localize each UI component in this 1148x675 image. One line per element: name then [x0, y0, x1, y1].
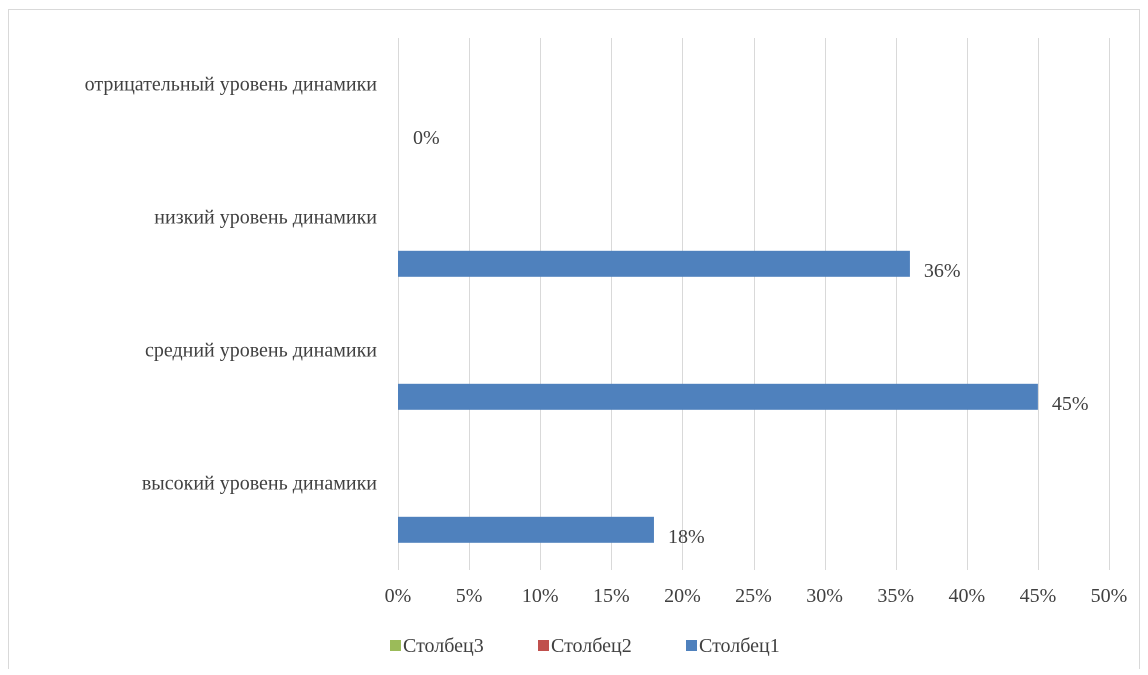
legend-label: Столбец2: [551, 635, 632, 657]
x-tick-label: 30%: [806, 585, 843, 607]
x-tick-label: 0%: [385, 585, 412, 607]
data-label: 45%: [1052, 393, 1089, 415]
bar-Столбец1: [398, 516, 654, 543]
x-tick-label: 25%: [735, 585, 772, 607]
bars: [398, 250, 1038, 543]
data-label: 18%: [668, 526, 705, 548]
category-labels: высокий уровень динамики средний уровень …: [85, 74, 378, 495]
data-labels: 18% 45% 36% 0%: [413, 127, 1089, 548]
data-label: 36%: [924, 260, 961, 282]
category-label: низкий уровень динамики: [154, 207, 377, 229]
x-tick-label: 20%: [664, 585, 701, 607]
legend-swatch: [538, 640, 549, 651]
legend-label: Столбец1: [699, 635, 780, 657]
category-label: высокий уровень динамики: [142, 473, 377, 495]
legend: Столбец3 Столбец2 Столбец1: [390, 635, 780, 657]
x-tick-label: 50%: [1091, 585, 1128, 607]
data-label: 0%: [413, 127, 440, 149]
x-tick-label: 10%: [522, 585, 559, 607]
bar-Столбец1: [398, 250, 910, 277]
chart-frame: [8, 9, 1140, 669]
x-tick-label: 35%: [877, 585, 914, 607]
bar-Столбец1: [398, 383, 1038, 410]
x-tick-label: 15%: [593, 585, 630, 607]
x-tick-label: 45%: [1020, 585, 1057, 607]
x-tick-label: 5%: [456, 585, 483, 607]
legend-swatch: [686, 640, 697, 651]
x-axis-tick-labels: 0% 5% 10% 15% 20% 25% 30% 35% 40% 45% 50%: [385, 585, 1128, 607]
gridlines: [398, 38, 1110, 570]
x-tick-label: 40%: [948, 585, 985, 607]
category-label: отрицательный уровень динамики: [85, 74, 378, 96]
legend-label: Столбец3: [403, 635, 484, 657]
legend-swatch: [390, 640, 401, 651]
category-label: средний уровень динамики: [145, 340, 377, 362]
